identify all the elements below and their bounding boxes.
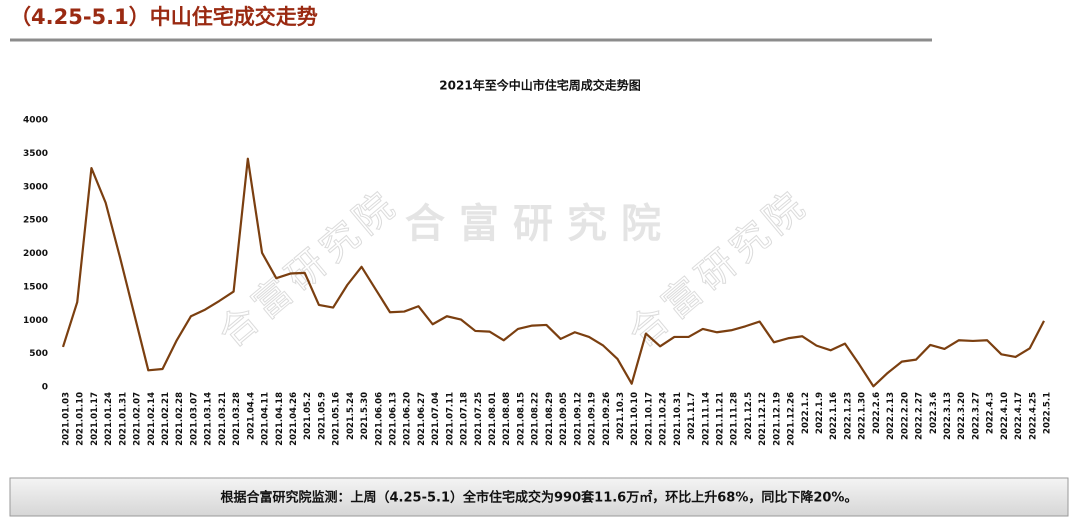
x-tick-label: 2021.12.5	[744, 392, 754, 440]
x-tick-label: 2021.09.12	[573, 392, 583, 446]
x-tick-label: 2021.07.11	[445, 392, 455, 446]
x-tick-label: 2021.04.18	[275, 392, 285, 446]
x-tick-label: 2021.12.26	[787, 392, 797, 446]
y-tick-label: 2500	[23, 216, 48, 226]
x-tick-label: 2021.10.3	[616, 392, 626, 440]
y-tick-label: 1000	[23, 316, 48, 326]
x-tick-label: 2021.10.10	[630, 392, 640, 446]
x-tick-label: 2021.06.06	[374, 392, 384, 446]
x-tick-label: 2021.05.2	[303, 392, 313, 440]
x-tick-label: 2021.10.31	[673, 392, 683, 446]
x-tick-label: 2021.02.28	[175, 392, 185, 446]
x-tick-label: 2021.02.21	[161, 392, 171, 446]
x-tick-label: 2022.3.13	[943, 392, 953, 440]
footer-box	[9, 477, 1069, 517]
x-tick-label: 2021.01.03	[62, 392, 72, 446]
x-tick-label: 2021.06.13	[389, 392, 399, 446]
x-tick-label: 2021.5.24	[346, 392, 356, 440]
x-tick-label: 2022.4.17	[1014, 392, 1024, 440]
x-tick-label: 2021.02.07	[133, 392, 143, 446]
x-tick-label: 2021.06.20	[403, 392, 413, 446]
y-tick-label: 3500	[23, 149, 48, 159]
x-tick-label: 2021.02.14	[147, 392, 157, 446]
x-tick-label: 2021.08.08	[502, 392, 512, 446]
x-tick-label: 2022.4.10	[1000, 392, 1010, 440]
x-tick-label: 2021.11.21	[716, 392, 726, 446]
x-tick-label: 2021.04.11	[261, 392, 271, 446]
y-tick-label: 0	[42, 383, 48, 393]
page-title: （4.25-5.1）中山住宅成交走势	[10, 5, 318, 29]
x-tick-label: 2022.3.20	[957, 392, 967, 440]
x-tick-label: 2021.08.29	[545, 392, 555, 446]
x-tick-label: 2021.04.4	[246, 392, 256, 440]
x-tick-label: 2021.01.10	[76, 392, 86, 446]
chart-title: 2021年至今中山市住宅周成交走势图	[439, 78, 640, 93]
x-tick-label: 2022.1.2	[801, 392, 811, 434]
x-tick-label: 2022.4.25	[1028, 392, 1038, 440]
x-tick-label: 2021.09.05	[559, 392, 569, 446]
x-tick-label: 2022.2.6	[872, 392, 882, 434]
x-tick-label: 2021.08.22	[531, 392, 541, 446]
x-tick-label: 2021.03.28	[232, 392, 242, 446]
x-tick-label: 2021.11.28	[730, 392, 740, 446]
y-tick-label: 4000	[23, 116, 48, 126]
x-tick-label: 2021.08.15	[516, 392, 526, 446]
x-tick-label: 2021.11.14	[701, 392, 711, 446]
x-tick-label: 2021.07.25	[474, 392, 484, 446]
y-tick-label: 1500	[23, 282, 48, 292]
x-tick-label: 2021.12.19	[772, 392, 782, 446]
x-tick-label: 2021.07.04	[431, 392, 441, 446]
x-tick-label: 2021.03.07	[189, 392, 199, 446]
x-tick-label: 2022.1.9	[815, 392, 825, 434]
x-tick-label: 2021.03.21	[218, 392, 228, 446]
x-tick-label: 2021.10.17	[644, 392, 654, 446]
x-tick-label: 2022.4.3	[986, 392, 996, 434]
x-tick-label: 2022.1.16	[829, 392, 839, 440]
x-tick-label: 2021.01.17	[90, 392, 100, 446]
x-tick-label: 2022.1.23	[843, 392, 853, 440]
x-tick-label: 2021.07.18	[460, 392, 470, 446]
x-tick-label: 2022.2.20	[900, 392, 910, 440]
x-tick-label: 2021.05.9	[317, 392, 327, 440]
x-tick-label: 2021.08.01	[488, 392, 498, 446]
x-tick-label: 2021.09.26	[602, 392, 612, 446]
watermark: 合富研究院	[405, 201, 675, 247]
y-tick-label: 3000	[23, 182, 48, 192]
watermark: 合富研究院	[210, 181, 407, 356]
x-tick-label: 2021.06.27	[417, 392, 427, 446]
x-tick-label: 2022.1.30	[858, 392, 868, 440]
x-tick-label: 2021.12.12	[758, 392, 768, 446]
data-line	[61, 157, 1045, 388]
x-tick-label: 2021.03.14	[204, 392, 214, 446]
y-tick-label: 2000	[23, 249, 48, 259]
x-tick-label: 2021.09.19	[588, 392, 598, 446]
x-tick-label: 2022.3.27	[971, 392, 981, 440]
x-tick-label: 2022.5.1	[1043, 392, 1053, 434]
footer-text: 根据合富研究院监测：上周（4.25-5.1）全市住宅成交为990套11.6万㎡，…	[221, 490, 858, 506]
x-tick-label: 2021.5.30	[360, 392, 370, 440]
x-tick-label: 2021.04.26	[289, 392, 299, 446]
x-tick-label: 2021.05.16	[332, 392, 342, 446]
x-tick-label: 2022.2.13	[886, 392, 896, 440]
x-tick-label: 2022.2.27	[915, 392, 925, 440]
y-tick-label: 500	[29, 349, 48, 359]
x-tick-label: 2021.01.24	[104, 392, 114, 446]
x-tick-label: 2021.10.24	[659, 392, 669, 446]
x-tick-label: 2021.01.31	[118, 392, 128, 446]
x-tick-label: 2022.3.6	[929, 392, 939, 434]
x-tick-label: 2021.11.7	[687, 392, 697, 440]
